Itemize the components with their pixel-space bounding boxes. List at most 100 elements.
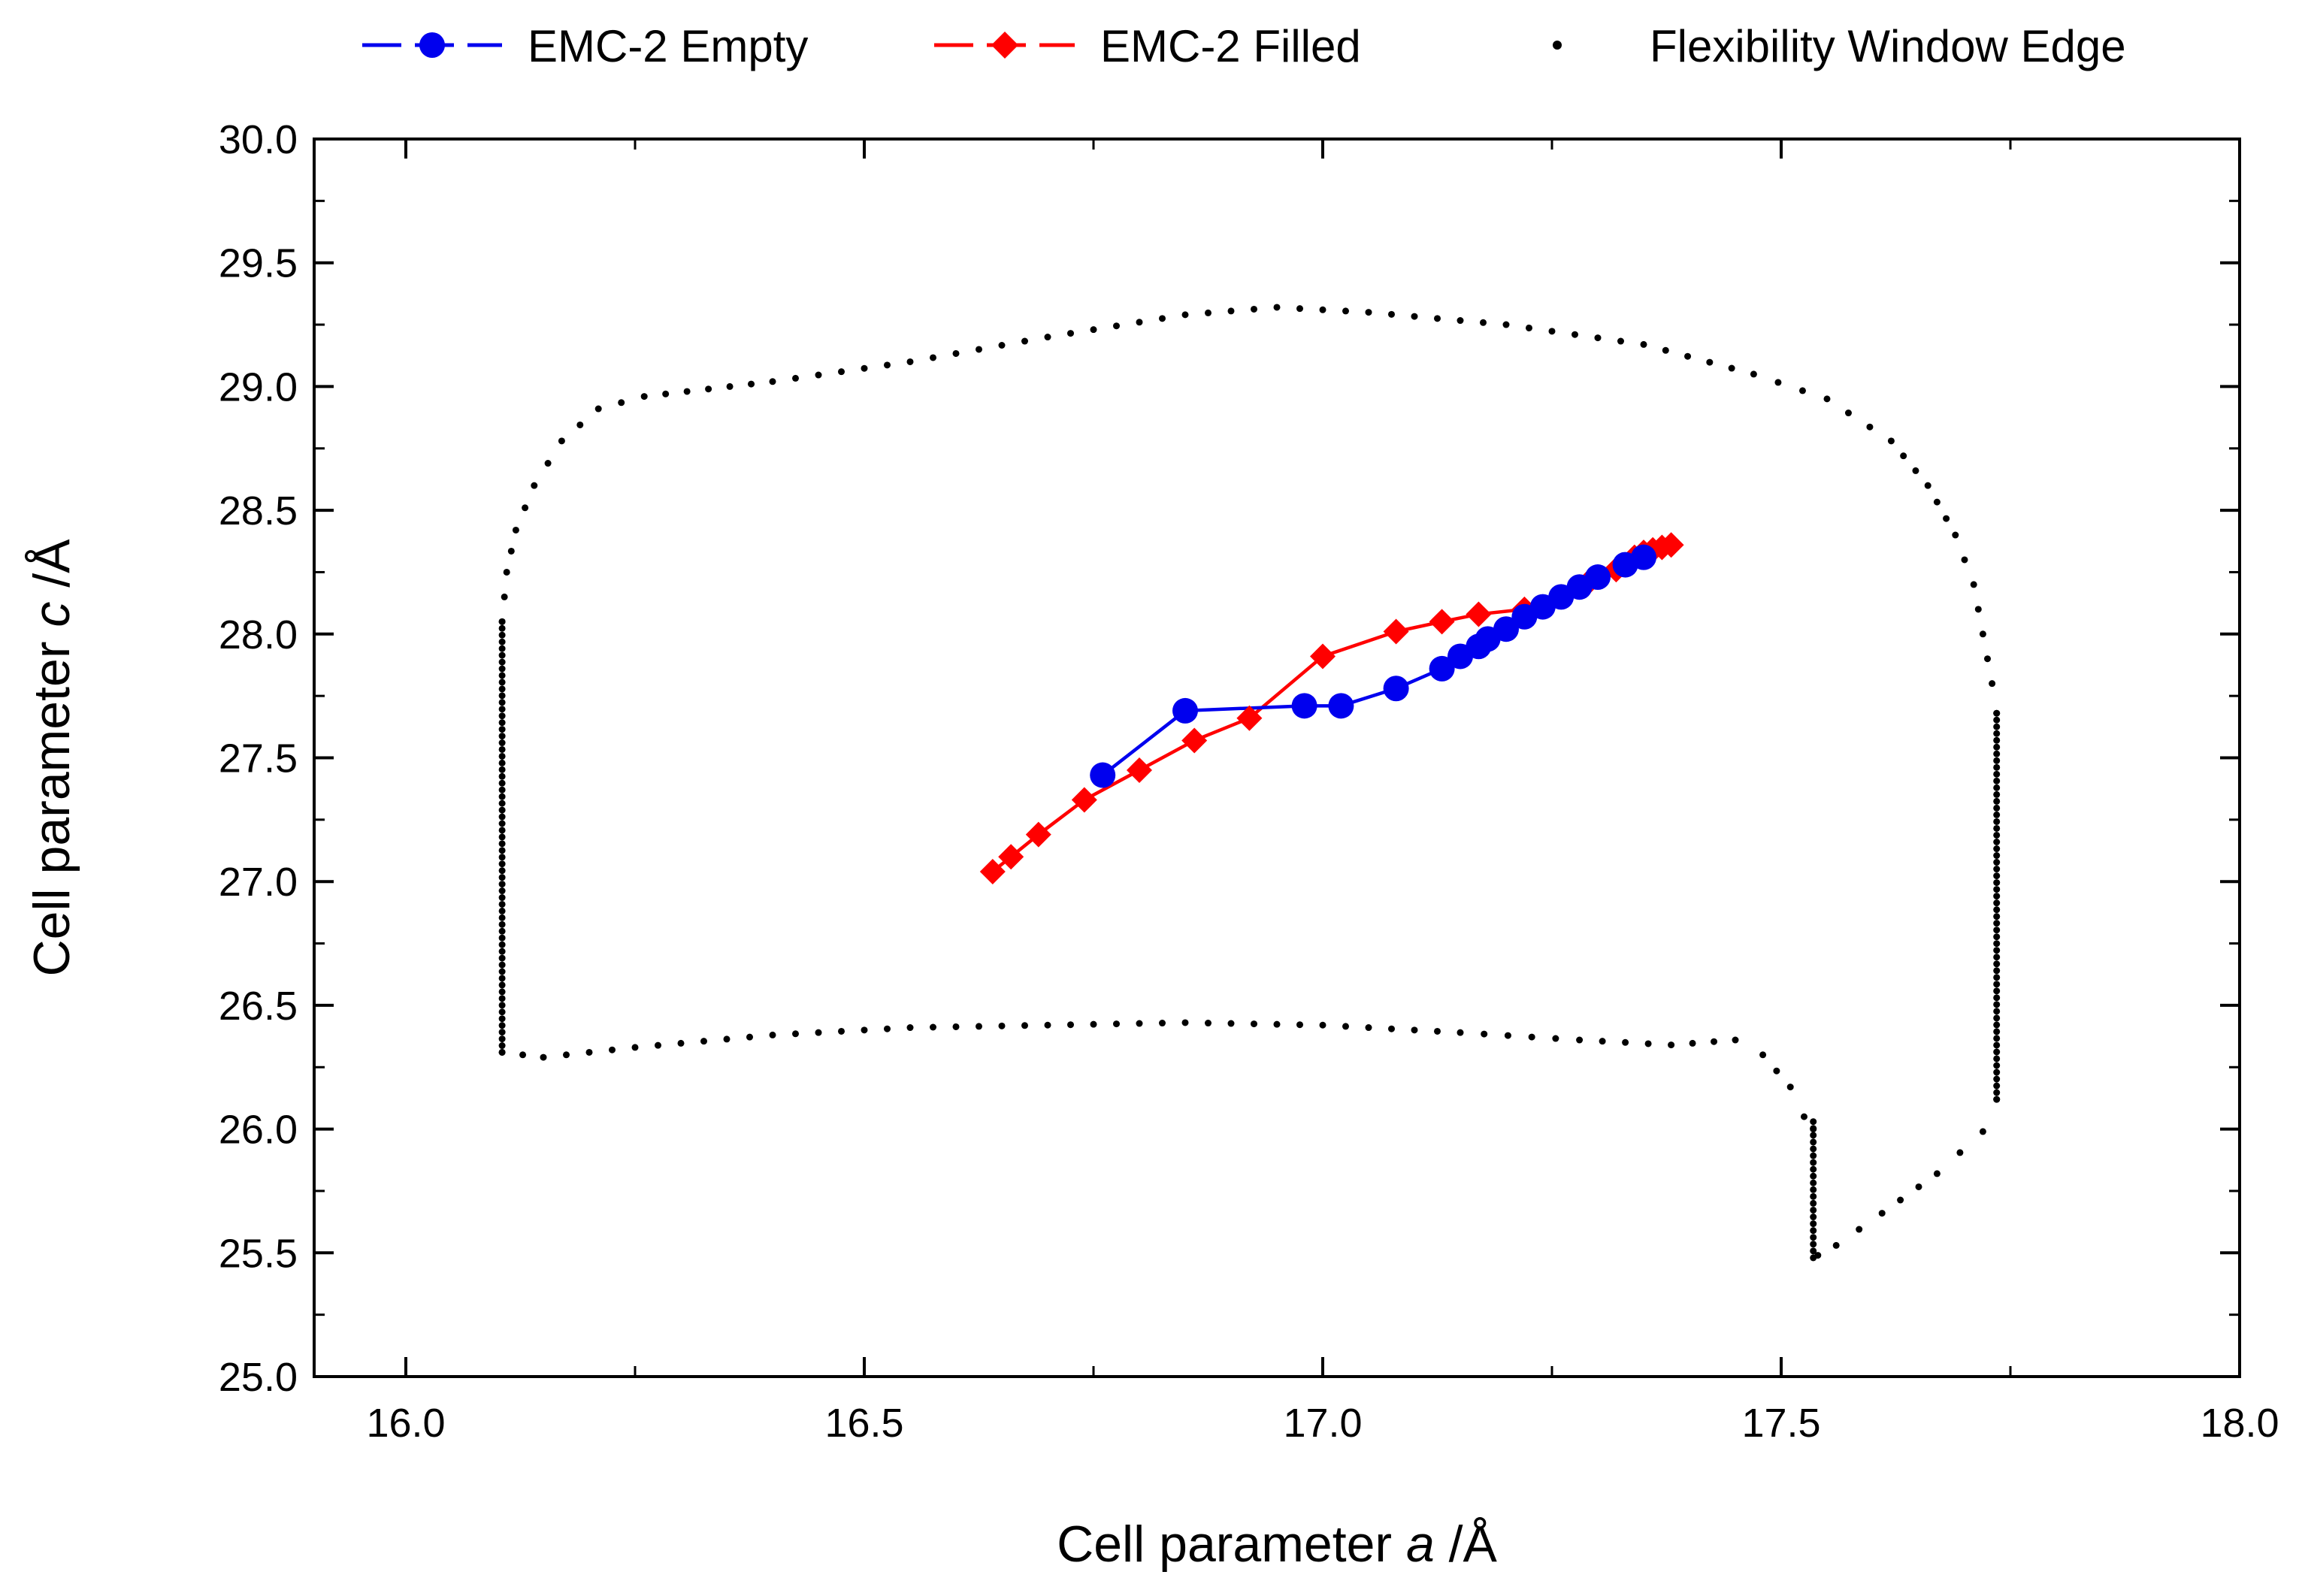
edge-point <box>498 1002 506 1009</box>
edge-point <box>1576 1036 1584 1044</box>
edge-point <box>498 894 506 902</box>
filled-point <box>979 859 1006 885</box>
edge-point <box>498 1022 506 1029</box>
edge-point <box>1136 1020 1143 1027</box>
edge-point <box>498 907 506 914</box>
edge-point <box>1952 531 1959 539</box>
edge-point <box>498 961 506 969</box>
edge-point <box>498 806 506 814</box>
edge-point <box>498 914 506 921</box>
edge-point <box>498 800 506 807</box>
edge-point <box>1993 838 2001 845</box>
edge-point <box>631 1044 639 1051</box>
edge-point <box>1159 1020 1166 1027</box>
edge-point <box>1878 1210 1886 1217</box>
legend-item-window-edge: Flexibility Window Edge <box>1553 21 2126 71</box>
edge-point <box>498 618 506 625</box>
edge-point <box>1810 1199 1817 1207</box>
filled-point <box>998 844 1024 870</box>
edge-point <box>498 772 506 780</box>
edge-point <box>498 752 506 760</box>
edge-point <box>498 1008 506 1016</box>
edge-point <box>1684 352 1692 360</box>
filled-point <box>1071 787 1097 813</box>
edge-point <box>498 900 506 908</box>
edge-point <box>1993 763 2001 771</box>
edge-point <box>1993 1041 2001 1049</box>
legend-marker-edge <box>1553 41 1562 50</box>
edge-point <box>563 1051 570 1059</box>
empty-point <box>1328 693 1354 719</box>
edge-point <box>838 368 845 376</box>
edge-point <box>1897 1196 1904 1204</box>
edge-point <box>1989 680 1996 688</box>
edge-point <box>1993 790 2001 798</box>
edge-point <box>512 526 519 534</box>
edge-point <box>498 833 506 841</box>
edge-point <box>498 624 506 632</box>
edge-point <box>1993 743 2001 751</box>
edge-point <box>1750 370 1757 378</box>
edge-point <box>1388 1025 1395 1032</box>
x-tick-label: 16.5 <box>824 1401 903 1446</box>
edge-point <box>498 685 506 693</box>
edge-point <box>1993 804 2001 812</box>
edge-point <box>498 820 506 827</box>
edge-point <box>1993 750 2001 757</box>
edge-point <box>1993 784 2001 791</box>
edge-point <box>498 638 506 645</box>
edge-point <box>498 995 506 1002</box>
edge-point <box>861 1026 868 1034</box>
y-tick-label: 29.5 <box>219 241 298 286</box>
legend-item-emc2-filled: EMC-2 Filled <box>934 21 1361 71</box>
edge-point <box>1993 723 2001 730</box>
empty-point <box>1493 616 1519 642</box>
filled-point <box>1658 532 1684 558</box>
edge-point <box>498 840 506 848</box>
y-tick-label: 27.0 <box>219 860 298 905</box>
edge-point <box>1774 379 1782 386</box>
filled-point <box>1025 821 1051 848</box>
edge-point <box>498 745 506 753</box>
edge-point <box>498 712 506 720</box>
y-tick-label: 26.0 <box>219 1108 298 1153</box>
edge-point <box>498 739 506 747</box>
filled-point <box>1181 727 1208 754</box>
edge-point <box>769 1031 776 1038</box>
edge-point <box>1365 309 1372 316</box>
edge-point <box>1810 1152 1817 1159</box>
edge-point <box>1810 1145 1817 1153</box>
edge-point <box>1984 655 1991 663</box>
edge-point <box>1933 1170 1941 1177</box>
flexibility-window-edge-points <box>498 304 2001 1262</box>
edge-point <box>1810 1227 1817 1235</box>
edge-point <box>498 887 506 895</box>
edge-point <box>1021 337 1028 345</box>
edge-point <box>1993 886 2001 893</box>
y-tick-label: 27.5 <box>219 736 298 781</box>
edge-point <box>906 1024 914 1032</box>
edge-point <box>746 1033 753 1041</box>
edge-point <box>884 361 891 369</box>
edge-point <box>1205 309 1212 316</box>
edge-point <box>1502 321 1510 328</box>
empty-point <box>1172 697 1198 724</box>
edge-point <box>1993 811 2001 818</box>
edge-point <box>1993 879 2001 887</box>
edge-point <box>1810 1118 1817 1126</box>
edge-point <box>498 645 506 652</box>
edge-point <box>930 1023 936 1031</box>
edge-point <box>1504 1032 1511 1039</box>
y-axis-title: Cell parameter c /Å <box>23 539 80 977</box>
edge-point <box>998 1022 1006 1029</box>
edge-point <box>1728 364 1735 372</box>
edge-point <box>1388 310 1395 318</box>
edge-point <box>1993 974 2001 981</box>
edge-point <box>1251 1020 1257 1028</box>
edge-point <box>498 860 506 868</box>
edge-point <box>519 1051 527 1059</box>
edge-point <box>1526 324 1532 331</box>
edge-point <box>1993 1028 2001 1035</box>
edge-point <box>498 874 506 881</box>
edge-point <box>498 1029 506 1036</box>
